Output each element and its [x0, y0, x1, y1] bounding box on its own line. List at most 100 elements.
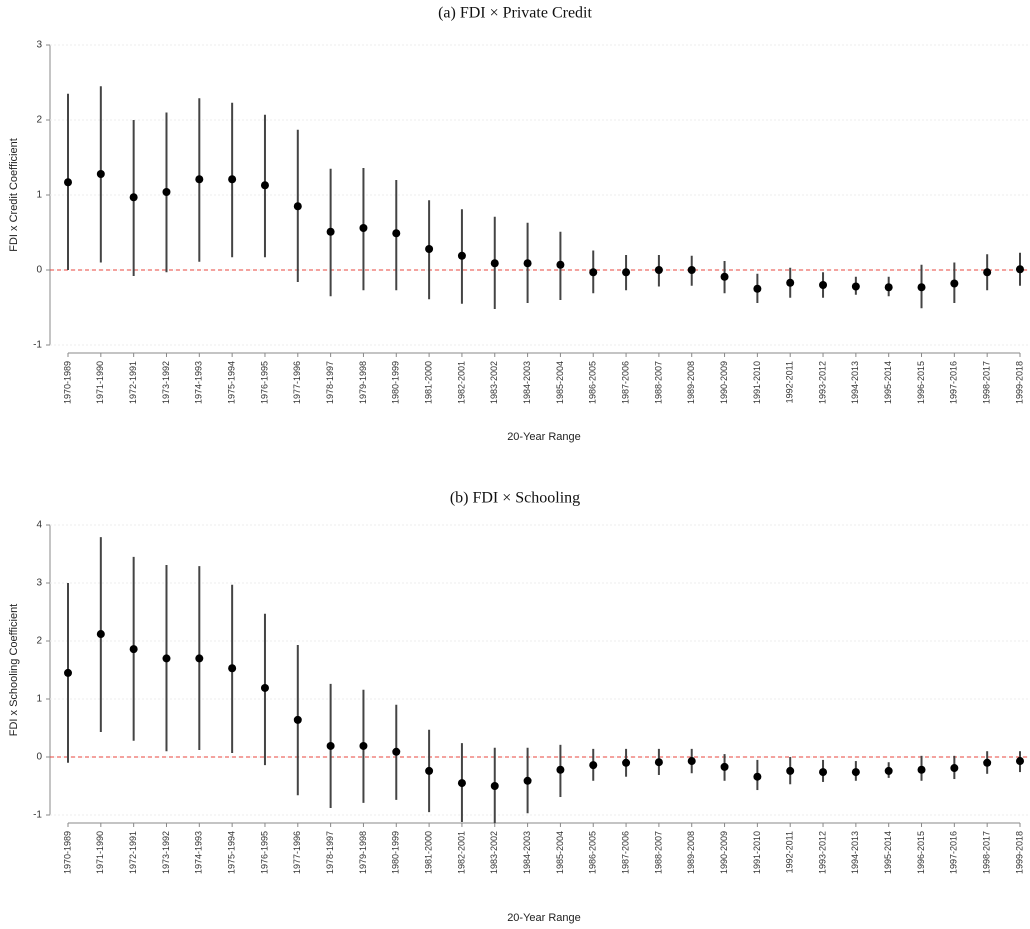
x-tick-label: 1997-2016 [949, 361, 959, 404]
point [260, 181, 269, 190]
x-tick-label: 1974-1993 [194, 831, 204, 874]
point [162, 654, 171, 663]
x-tick-label: 1977-1996 [292, 831, 302, 874]
point [884, 283, 893, 292]
x-tick-label: 1975-1994 [227, 831, 237, 874]
x-tick-label: 1972-1991 [128, 831, 138, 874]
x-tick-label: 1978-1997 [325, 361, 335, 404]
point [359, 741, 368, 750]
x-tick-label: 1985-2004 [555, 831, 565, 874]
point [556, 765, 565, 774]
x-tick-label: 1980-1999 [391, 361, 401, 404]
point [523, 776, 532, 785]
x-tick-label: 1988-2007 [653, 831, 663, 874]
point [950, 764, 959, 773]
x-tick-label: 1984-2003 [522, 831, 532, 874]
point [392, 229, 401, 238]
x-tick-label: 1979-1998 [358, 831, 368, 874]
x-tick-label: 1983-2002 [489, 361, 499, 404]
point [425, 766, 434, 775]
y-tick-label: 1 [36, 694, 42, 705]
x-tick-label: 1993-2012 [817, 361, 827, 404]
point [819, 768, 828, 777]
x-tick-label: 1984-2003 [522, 361, 532, 404]
y-tick-label: 4 [36, 520, 42, 531]
y-axis-label: FDI x Schooling Coefficient [8, 604, 20, 736]
x-tick-label: 1987-2006 [620, 361, 630, 404]
point [96, 170, 105, 178]
x-tick-label: 1971-1990 [95, 361, 105, 404]
x-tick-label: 1971-1990 [95, 831, 105, 874]
x-tick-label: 1995-2014 [883, 831, 893, 874]
point [392, 747, 401, 756]
x-axis-label: 20-Year Range [507, 431, 581, 443]
x-tick-label: 1990-2009 [719, 831, 729, 874]
x-tick-label: 1991-2010 [752, 361, 762, 404]
x-tick-label: 1982-2001 [456, 361, 466, 404]
x-tick-label: 1972-1991 [128, 361, 138, 404]
point [720, 272, 729, 281]
point [556, 260, 565, 269]
x-tick-label: 1983-2002 [489, 831, 499, 874]
point [983, 758, 992, 767]
x-tick-label: 1996-2015 [916, 361, 926, 404]
x-tick-label: 1982-2001 [456, 831, 466, 874]
x-tick-label: 1998-2017 [982, 361, 992, 404]
point [917, 283, 926, 292]
x-tick-label: 1987-2006 [620, 831, 630, 874]
x-tick-label: 1970-1989 [62, 831, 72, 874]
point [622, 268, 631, 277]
point [326, 227, 335, 236]
point [195, 175, 204, 184]
point [654, 758, 663, 767]
x-tick-label: 1970-1989 [62, 361, 72, 404]
point [425, 245, 434, 253]
chart-title: (b) FDI × Schooling [450, 490, 580, 507]
x-tick-label: 1989-2008 [686, 831, 696, 874]
x-tick-label: 1976-1995 [259, 361, 269, 404]
point [326, 741, 335, 750]
point [359, 224, 368, 232]
y-tick-label: 3 [36, 578, 42, 589]
y-tick-label: -1 [33, 810, 42, 821]
point [129, 193, 138, 202]
point [983, 268, 992, 277]
point [950, 279, 959, 288]
x-tick-label: 1980-1999 [391, 831, 401, 874]
point [720, 762, 729, 771]
x-tick-label: 1992-2011 [785, 361, 795, 403]
point [129, 645, 138, 654]
x-tick-label: 1998-2017 [982, 831, 992, 874]
x-tick-label: 1985-2004 [555, 361, 565, 404]
y-tick-label: 2 [36, 115, 42, 126]
x-tick-label: 1996-2015 [916, 831, 926, 874]
x-axis-label: 20-Year Range [507, 912, 581, 924]
point [490, 259, 499, 268]
x-tick-label: 1990-2009 [719, 361, 729, 404]
point [622, 758, 631, 767]
x-tick-label: 1973-1992 [161, 831, 171, 874]
y-tick-label: -1 [33, 340, 42, 351]
point [64, 668, 72, 677]
x-tick-label: 1993-2012 [817, 831, 827, 874]
x-tick-label: 1986-2005 [588, 361, 598, 404]
point [1016, 757, 1024, 766]
y-tick-label: 0 [36, 752, 42, 763]
x-tick-label: 1991-2010 [752, 831, 762, 874]
point [228, 175, 237, 184]
point [293, 202, 302, 211]
x-tick-label: 1979-1998 [358, 361, 368, 404]
point [786, 278, 795, 287]
x-tick-label: 1988-2007 [653, 361, 663, 404]
x-tick-label: 1976-1995 [259, 831, 269, 874]
x-tick-label: 1981-2000 [423, 361, 433, 404]
point [1016, 265, 1024, 274]
point [819, 281, 828, 289]
point [687, 266, 696, 274]
point [654, 266, 663, 274]
point [457, 779, 466, 788]
chart-title: (a) FDI × Private Credit [438, 5, 592, 22]
point [523, 259, 532, 268]
x-tick-label: 1975-1994 [227, 361, 237, 404]
point [589, 761, 598, 770]
